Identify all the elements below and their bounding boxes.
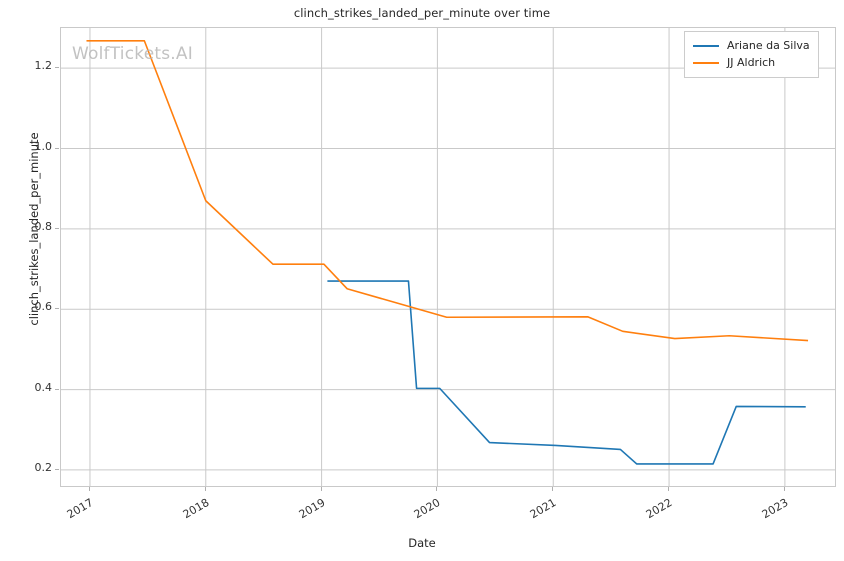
plot-area (60, 27, 836, 487)
y-tick-mark (55, 468, 59, 470)
series-line-0 (327, 280, 806, 465)
chart-legend: Ariane da Silva JJ Aldrich (684, 31, 819, 78)
y-tick-mark (55, 147, 59, 149)
x-tick-label: 2022 (643, 496, 675, 522)
x-tick-mark (783, 487, 785, 491)
x-tick-label: 2019 (296, 496, 328, 522)
y-tick-label: 0.2 (34, 460, 53, 474)
y-tick-mark (55, 388, 59, 390)
y-tick-label: 1.0 (34, 139, 53, 153)
x-tick-mark (88, 487, 90, 491)
legend-item[interactable]: JJ Aldrich (693, 54, 810, 71)
y-tick-mark (55, 227, 59, 229)
y-tick-label: 0.6 (34, 300, 53, 314)
x-tick-label: 2023 (759, 496, 791, 522)
x-tick-mark (552, 487, 554, 491)
legend-swatch-series-0 (693, 44, 719, 47)
y-axis-label-holder: clinch_strikes_landed_per_minute (0, 0, 41, 325)
x-tick-mark (436, 487, 438, 491)
y-tick-label: 0.4 (34, 380, 53, 394)
y-tick-label: 0.8 (34, 219, 53, 233)
x-tick-label: 2018 (180, 496, 212, 522)
x-tick-label: 2020 (412, 496, 443, 522)
x-tick-mark (204, 487, 206, 491)
series-line-1 (86, 40, 809, 342)
x-tick-label: 2021 (527, 496, 559, 522)
data-lines (86, 40, 809, 465)
x-axis-label: Date (408, 536, 436, 550)
legend-item[interactable]: Ariane da Silva (693, 37, 810, 54)
legend-label-series-0: Ariane da Silva (727, 39, 810, 52)
y-tick-label: 1.2 (34, 59, 53, 73)
legend-swatch-series-1 (693, 61, 719, 64)
y-tick-mark (55, 308, 59, 310)
y-tick-mark (55, 67, 59, 69)
x-tick-mark (668, 487, 670, 491)
legend-label-series-1: JJ Aldrich (727, 56, 776, 69)
chart-title: clinch_strikes_landed_per_minute over ti… (293, 6, 551, 20)
x-tick-mark (320, 487, 322, 491)
x-tick-label: 2017 (64, 496, 96, 522)
